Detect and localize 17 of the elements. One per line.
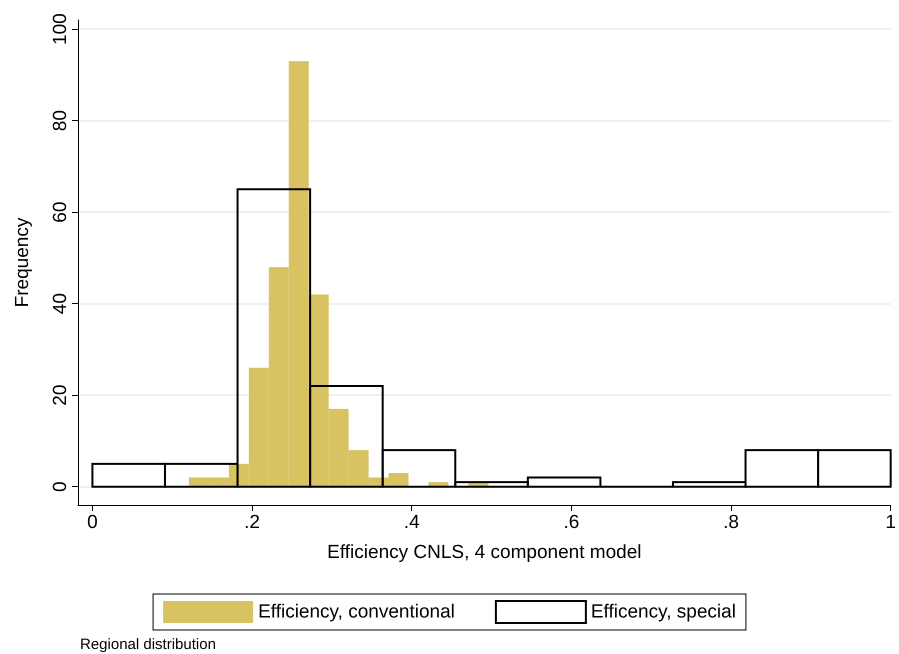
- x-tick-label: 0: [87, 512, 98, 533]
- y-tick-label: 0: [50, 481, 71, 492]
- y-tick-label: 80: [50, 110, 71, 132]
- x-axis-title: Efficiency CNLS, 4 component model: [327, 542, 642, 563]
- x-tick-label: .4: [404, 512, 420, 533]
- y-tick-label: 40: [50, 293, 71, 314]
- y-axis-title: Frequency: [12, 217, 33, 308]
- legend-label: Efficency, special: [590, 602, 736, 622]
- x-tick-label: .6: [563, 512, 580, 533]
- legend-label: Efficiency, conventional: [258, 602, 455, 622]
- text: Regional distribution: [80, 636, 216, 653]
- y-tick-label: 60: [50, 202, 71, 223]
- y-tick-label: 20: [50, 384, 71, 406]
- x-tick-label: 1: [885, 512, 896, 533]
- x-tick-label: .8: [723, 512, 739, 533]
- y-tick-label: 100: [50, 13, 71, 45]
- x-tick-label: .2: [244, 512, 260, 533]
